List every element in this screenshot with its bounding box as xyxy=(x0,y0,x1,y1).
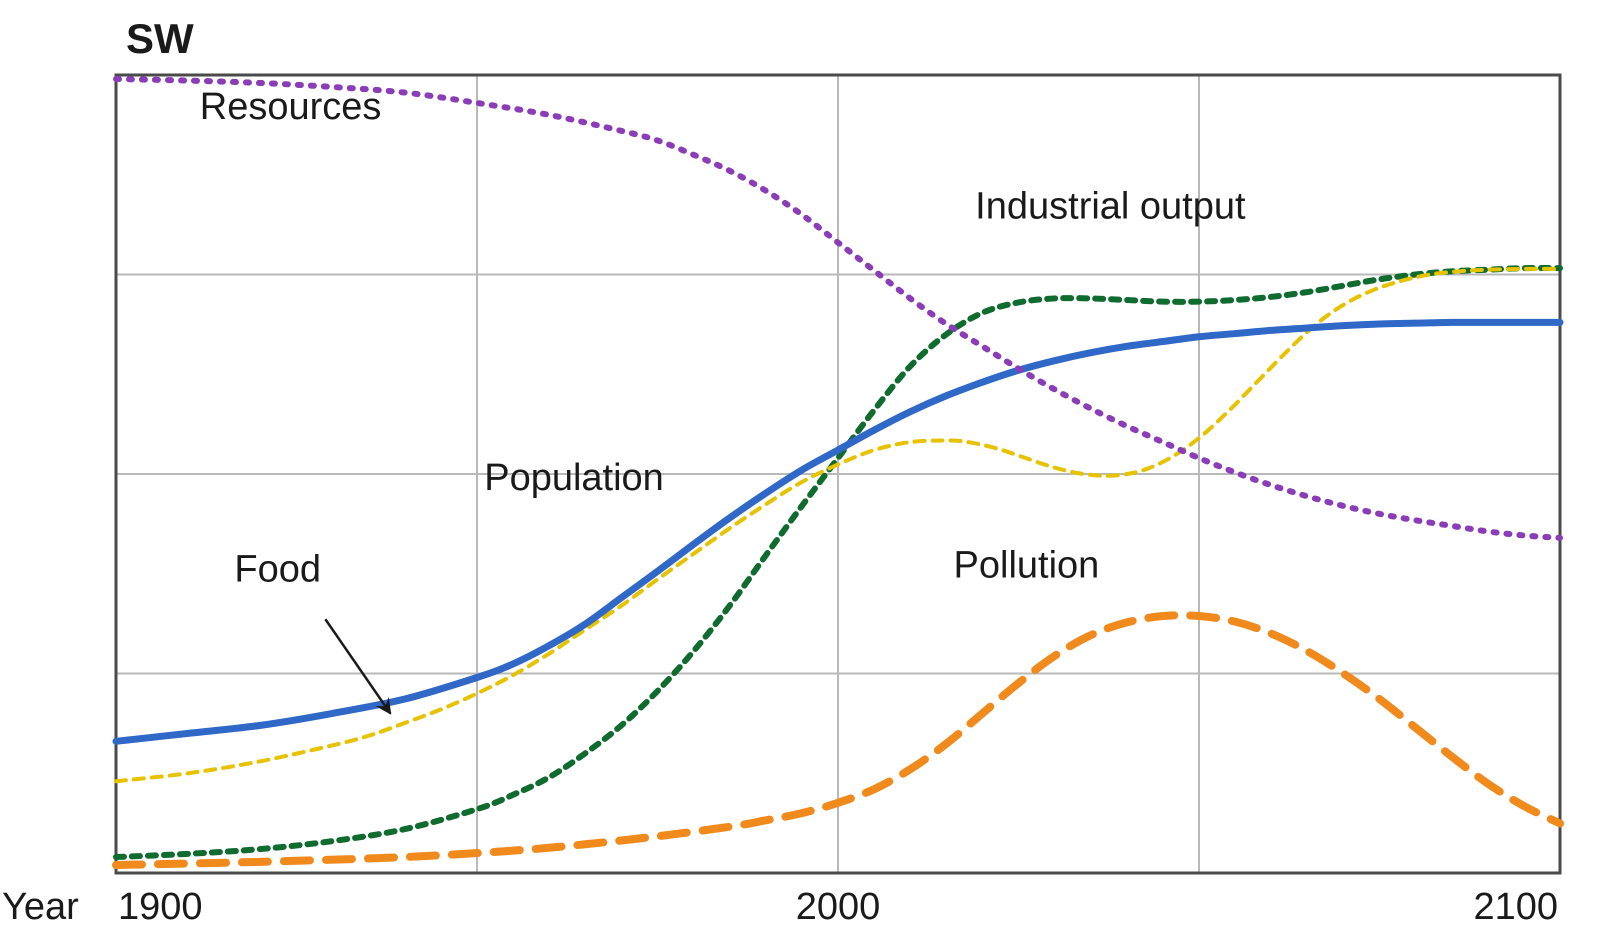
line-chart: Resources Industrial output Population Food… xyxy=(0,0,1600,940)
series-label-industrial-output: Industrial output xyxy=(975,186,1246,228)
chart-title: SW xyxy=(126,15,194,62)
series-label-population: Population xyxy=(484,457,664,499)
series-label-food: Food xyxy=(234,549,321,591)
x-tick-label: 2000 xyxy=(796,886,881,928)
series-label-resources: Resources xyxy=(200,86,382,128)
x-axis-prefix: Year xyxy=(2,886,79,928)
chart-container: Resources Industrial output Population Food… xyxy=(0,0,1600,940)
series-label-pollution: Pollution xyxy=(954,545,1100,587)
x-tick-label: 2100 xyxy=(1473,886,1558,928)
x-tick-label: 1900 xyxy=(118,886,203,928)
